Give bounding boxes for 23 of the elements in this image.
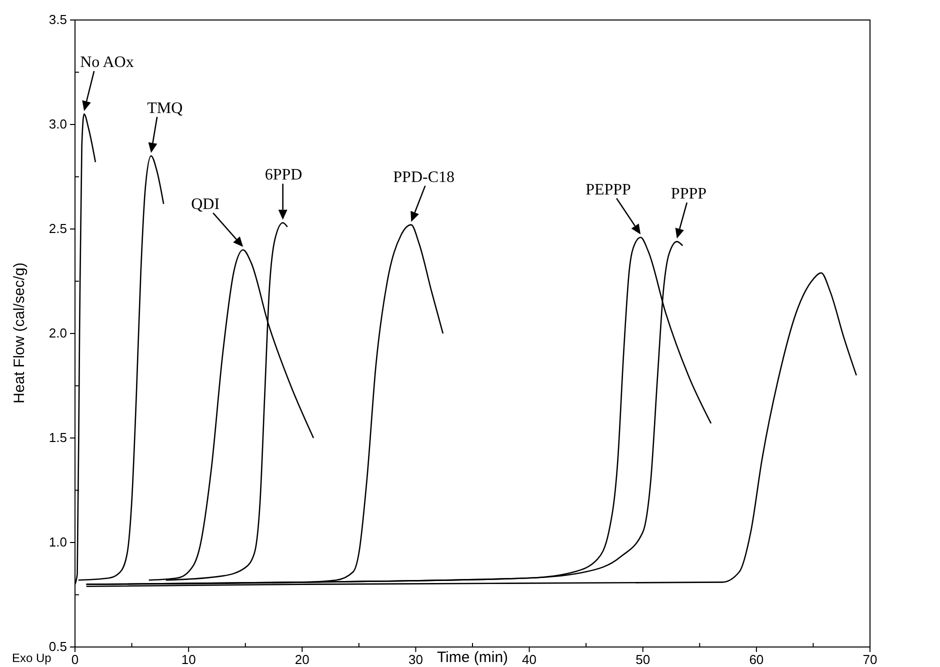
annotation: 6PPD	[264, 166, 302, 184]
y-tick-label: 3.0	[48, 116, 67, 132]
annotation: PEPPP	[586, 181, 632, 198]
annotation: TMQ	[147, 100, 184, 117]
y-tick-label: 1.5	[48, 430, 67, 446]
annotation: PPD-C18	[393, 168, 455, 186]
annotation: PPPP	[670, 186, 707, 203]
x-tick-label: 20	[294, 652, 310, 667]
annotation: QDI	[191, 196, 220, 213]
x-tick-label: 10	[181, 652, 196, 667]
y-tick-label: 3.5	[48, 12, 67, 28]
y-tick-label: 2.5	[48, 221, 67, 236]
x-tick-label: 50	[636, 652, 650, 667]
x-tick-label: 40	[522, 652, 537, 667]
y-axis-title: Heat Flow (cal/sec/g)	[11, 262, 28, 404]
x-tick-label: 60	[749, 652, 764, 667]
y-tick-label: 1.0	[48, 534, 67, 550]
y-tick-label: 2.0	[48, 326, 67, 341]
x-tick-label: 30	[408, 652, 423, 667]
x-axis-title: Time (min)	[436, 649, 508, 666]
annotation: No AOx	[80, 54, 134, 72]
x-tick-label: 0	[71, 652, 79, 667]
x-tick-label: 70	[862, 652, 878, 667]
